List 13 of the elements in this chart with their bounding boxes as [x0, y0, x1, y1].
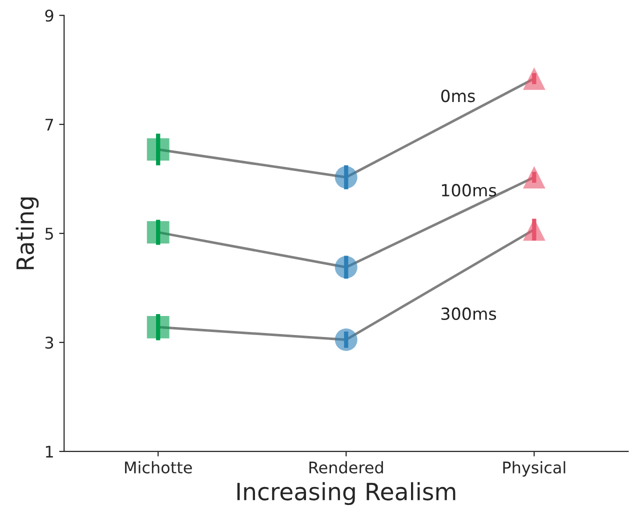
y-tick-label: 9 — [45, 10, 54, 22]
y-tick-label: 3 — [45, 336, 54, 349]
series-label: 100ms — [442, 184, 496, 197]
series-label: 300ms — [441, 307, 496, 320]
x-tick-label: Michotte — [125, 461, 192, 474]
series-label: 0ms — [441, 90, 475, 102]
y-tick-label: 1 — [46, 446, 53, 458]
y-tick-label: 5 — [45, 228, 53, 240]
y-tick-label: 7 — [46, 118, 54, 130]
x-tick-label: Physical — [503, 461, 566, 477]
x-tick-label: Rendered — [309, 461, 383, 474]
y-axis-title: Rating — [16, 198, 39, 270]
x-axis-title: Increasing Realism — [237, 482, 456, 506]
